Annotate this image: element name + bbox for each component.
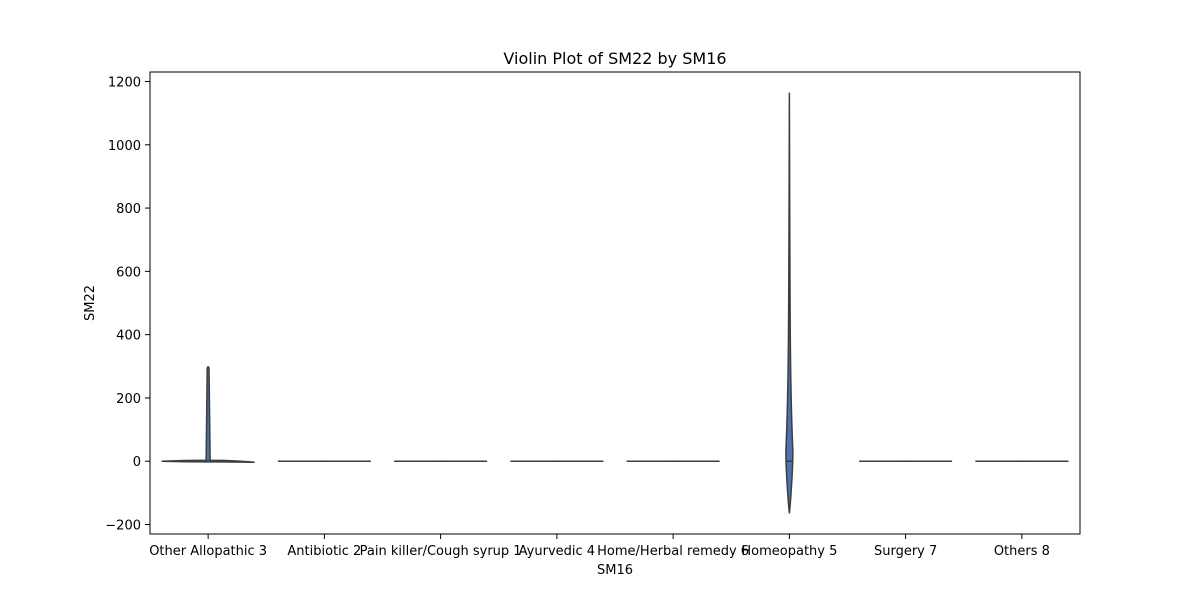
x-tick-label: Antibiotic 2 [287, 544, 361, 559]
y-tick-label: 400 [116, 329, 141, 344]
y-axis: −200 0 200 400 600 800 1000 1200 [105, 75, 150, 534]
x-axis-label: SM16 [597, 563, 633, 578]
y-tick-label: 600 [116, 265, 141, 280]
x-tick-label: Pain killer/Cough syrup 1 [360, 544, 522, 559]
violin-shape [785, 92, 794, 514]
x-tick-label: Others 8 [994, 544, 1050, 559]
chart-title: Violin Plot of SM22 by SM16 [503, 49, 726, 68]
y-tick-label: 200 [116, 392, 141, 407]
x-tick-label: Home/Herbal remedy 6 [597, 544, 749, 559]
y-tick-label: 1200 [108, 75, 141, 90]
x-tick-label: Ayurvedic 4 [519, 544, 595, 559]
y-tick-label: 0 [133, 455, 141, 470]
y-axis-label: SM22 [83, 285, 98, 321]
x-tick-label: Other Allopathic 3 [149, 544, 267, 559]
x-tick-label: Surgery 7 [874, 544, 937, 559]
y-tick-label: 800 [116, 202, 141, 217]
plot-area [149, 71, 1081, 535]
y-tick-label: −200 [105, 519, 141, 534]
violin-shape [161, 366, 255, 463]
y-tick-label: 1000 [108, 139, 141, 154]
x-tick-label: Homeopathy 5 [741, 544, 837, 559]
violins-group [161, 92, 1069, 514]
plot-frame [149, 71, 1081, 535]
